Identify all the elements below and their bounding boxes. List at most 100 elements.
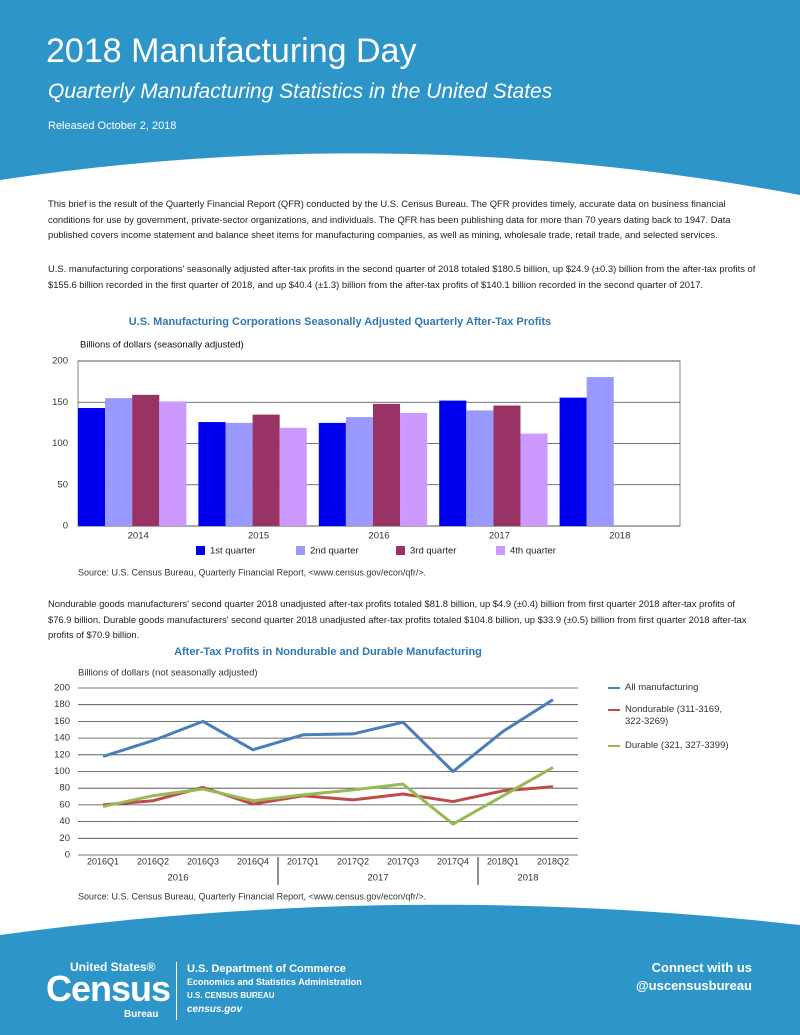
chart-title: After-Tax Profits in Nondurable and Dura…	[174, 646, 482, 658]
bar	[252, 414, 280, 526]
y-axis-label: Billions of dollars (seasonally adjusted…	[80, 340, 244, 351]
bar	[439, 400, 467, 526]
bureau: U.S. CENSUS BUREAU	[187, 991, 275, 1000]
divider	[176, 962, 177, 1020]
x-tick-label: 2016Q3	[187, 856, 219, 866]
x-group-label: 2016	[167, 873, 188, 884]
line-chart: After-Tax Profits in Nondurable and Dura…	[54, 646, 578, 901]
bar	[132, 394, 160, 526]
x-tick-label: 2016	[368, 531, 389, 542]
legend-label: All manufacturing	[625, 682, 699, 693]
x-tick-label: 2018Q1	[487, 856, 519, 866]
bar	[318, 422, 346, 526]
paragraph: U.S. manufacturing corporations' seasona…	[48, 263, 756, 290]
site[interactable]: census.gov	[187, 1004, 243, 1015]
source: Source: U.S. Census Bureau, Quarterly Fi…	[78, 567, 426, 577]
bar	[400, 412, 428, 526]
x-group-label: 2018	[517, 873, 538, 884]
legend-label: 1st quarter	[210, 546, 255, 557]
y-axis-label: Billions of dollars (not seasonally adju…	[78, 668, 258, 679]
y-tick-label: 180	[54, 699, 70, 710]
y-tick-label: 50	[57, 479, 68, 490]
logo-text: Census	[46, 968, 171, 1009]
release-date: Released October 2, 2018	[48, 120, 177, 132]
bar	[466, 410, 494, 526]
title: 2018 Manufacturing Day	[46, 32, 417, 70]
legend-swatch	[296, 546, 305, 555]
legend-swatch	[196, 546, 205, 555]
legend-label: 2nd quarter	[310, 546, 359, 557]
x-tick-label: 2014	[128, 531, 149, 542]
y-tick-label: 40	[59, 816, 70, 827]
header-band	[0, 0, 800, 195]
legend-label: Nondurable (311-3169, 322-3269)	[625, 704, 723, 727]
legend-item: Nondurable (311-3169, 322-3269)	[608, 704, 758, 728]
x-tick-label: 2018Q2	[537, 856, 569, 866]
legend-label: 4th quarter	[510, 546, 556, 557]
y-tick-label: 20	[59, 833, 70, 844]
y-tick-label: 60	[59, 799, 70, 810]
bar	[105, 398, 133, 526]
handle[interactable]: @uscensusbureau	[636, 978, 752, 993]
bar	[586, 377, 614, 526]
y-tick-label: 0	[63, 521, 68, 532]
legend: All manufacturing Nondurable (311-3169, 3…	[608, 682, 758, 764]
legend-label: 3rd quarter	[410, 546, 456, 557]
agency: Economics and Statistics Administration	[187, 977, 362, 987]
x-tick-label: 2017Q4	[437, 856, 469, 866]
paragraph: Nondurable goods manufacturers' second q…	[48, 598, 747, 640]
legend-swatch	[496, 546, 505, 555]
connect: Connect with us	[651, 960, 752, 975]
y-tick-label: 200	[52, 356, 68, 367]
chart-title: U.S. Manufacturing Corporations Seasonal…	[129, 316, 552, 328]
bar-chart: U.S. Manufacturing Corporations Seasonal…	[52, 316, 681, 577]
y-tick-label: 200	[54, 683, 70, 694]
dept: U.S. Department of Commerce	[187, 963, 346, 975]
x-tick-label: 2016Q4	[237, 856, 269, 866]
x-tick-label: 2016Q1	[87, 856, 119, 866]
legend-swatch	[608, 745, 620, 747]
bar	[225, 422, 253, 526]
source: Source: U.S. Census Bureau, Quarterly Fi…	[78, 891, 426, 901]
bar	[559, 397, 587, 526]
bar	[493, 405, 521, 526]
y-tick-label: 160	[54, 716, 70, 727]
bar	[279, 427, 307, 526]
data-line	[102, 766, 554, 826]
legend-label: Durable (321, 327-3399)	[625, 740, 729, 751]
bar	[520, 433, 548, 526]
legend-swatch	[396, 546, 405, 555]
x-group-label: 2017	[367, 873, 388, 884]
legend-swatch	[608, 687, 620, 689]
y-tick-label: 0	[65, 850, 70, 861]
bar	[159, 401, 187, 526]
x-tick-label: 2017Q1	[287, 856, 319, 866]
data-line	[102, 698, 554, 773]
paragraph: This brief is the result of the Quarterl…	[48, 198, 731, 240]
y-tick-label: 140	[54, 733, 70, 744]
legend-swatch	[608, 709, 620, 711]
y-tick-label: 100	[52, 438, 68, 449]
x-tick-label: 2016Q2	[137, 856, 169, 866]
logo-text: Bureau	[124, 1009, 159, 1020]
legend-item: All manufacturing	[608, 682, 758, 694]
y-tick-label: 80	[59, 783, 70, 794]
bar	[372, 403, 401, 526]
footer-band	[0, 904, 800, 1035]
x-tick-label: 2018	[609, 531, 630, 542]
y-tick-label: 100	[54, 766, 70, 777]
x-tick-label: 2017Q3	[387, 856, 419, 866]
bar	[78, 408, 106, 526]
legend-item: Durable (321, 327-3399)	[608, 740, 758, 752]
bar	[345, 417, 373, 526]
y-tick-label: 120	[54, 749, 70, 760]
subtitle: Quarterly Manufacturing Statistics in th…	[48, 80, 553, 103]
x-tick-label: 2017	[489, 531, 510, 542]
logo-text: United States®	[70, 960, 156, 974]
bar	[198, 422, 226, 526]
x-tick-label: 2015	[248, 531, 269, 542]
data-line	[102, 785, 554, 807]
x-tick-label: 2017Q2	[337, 856, 369, 866]
